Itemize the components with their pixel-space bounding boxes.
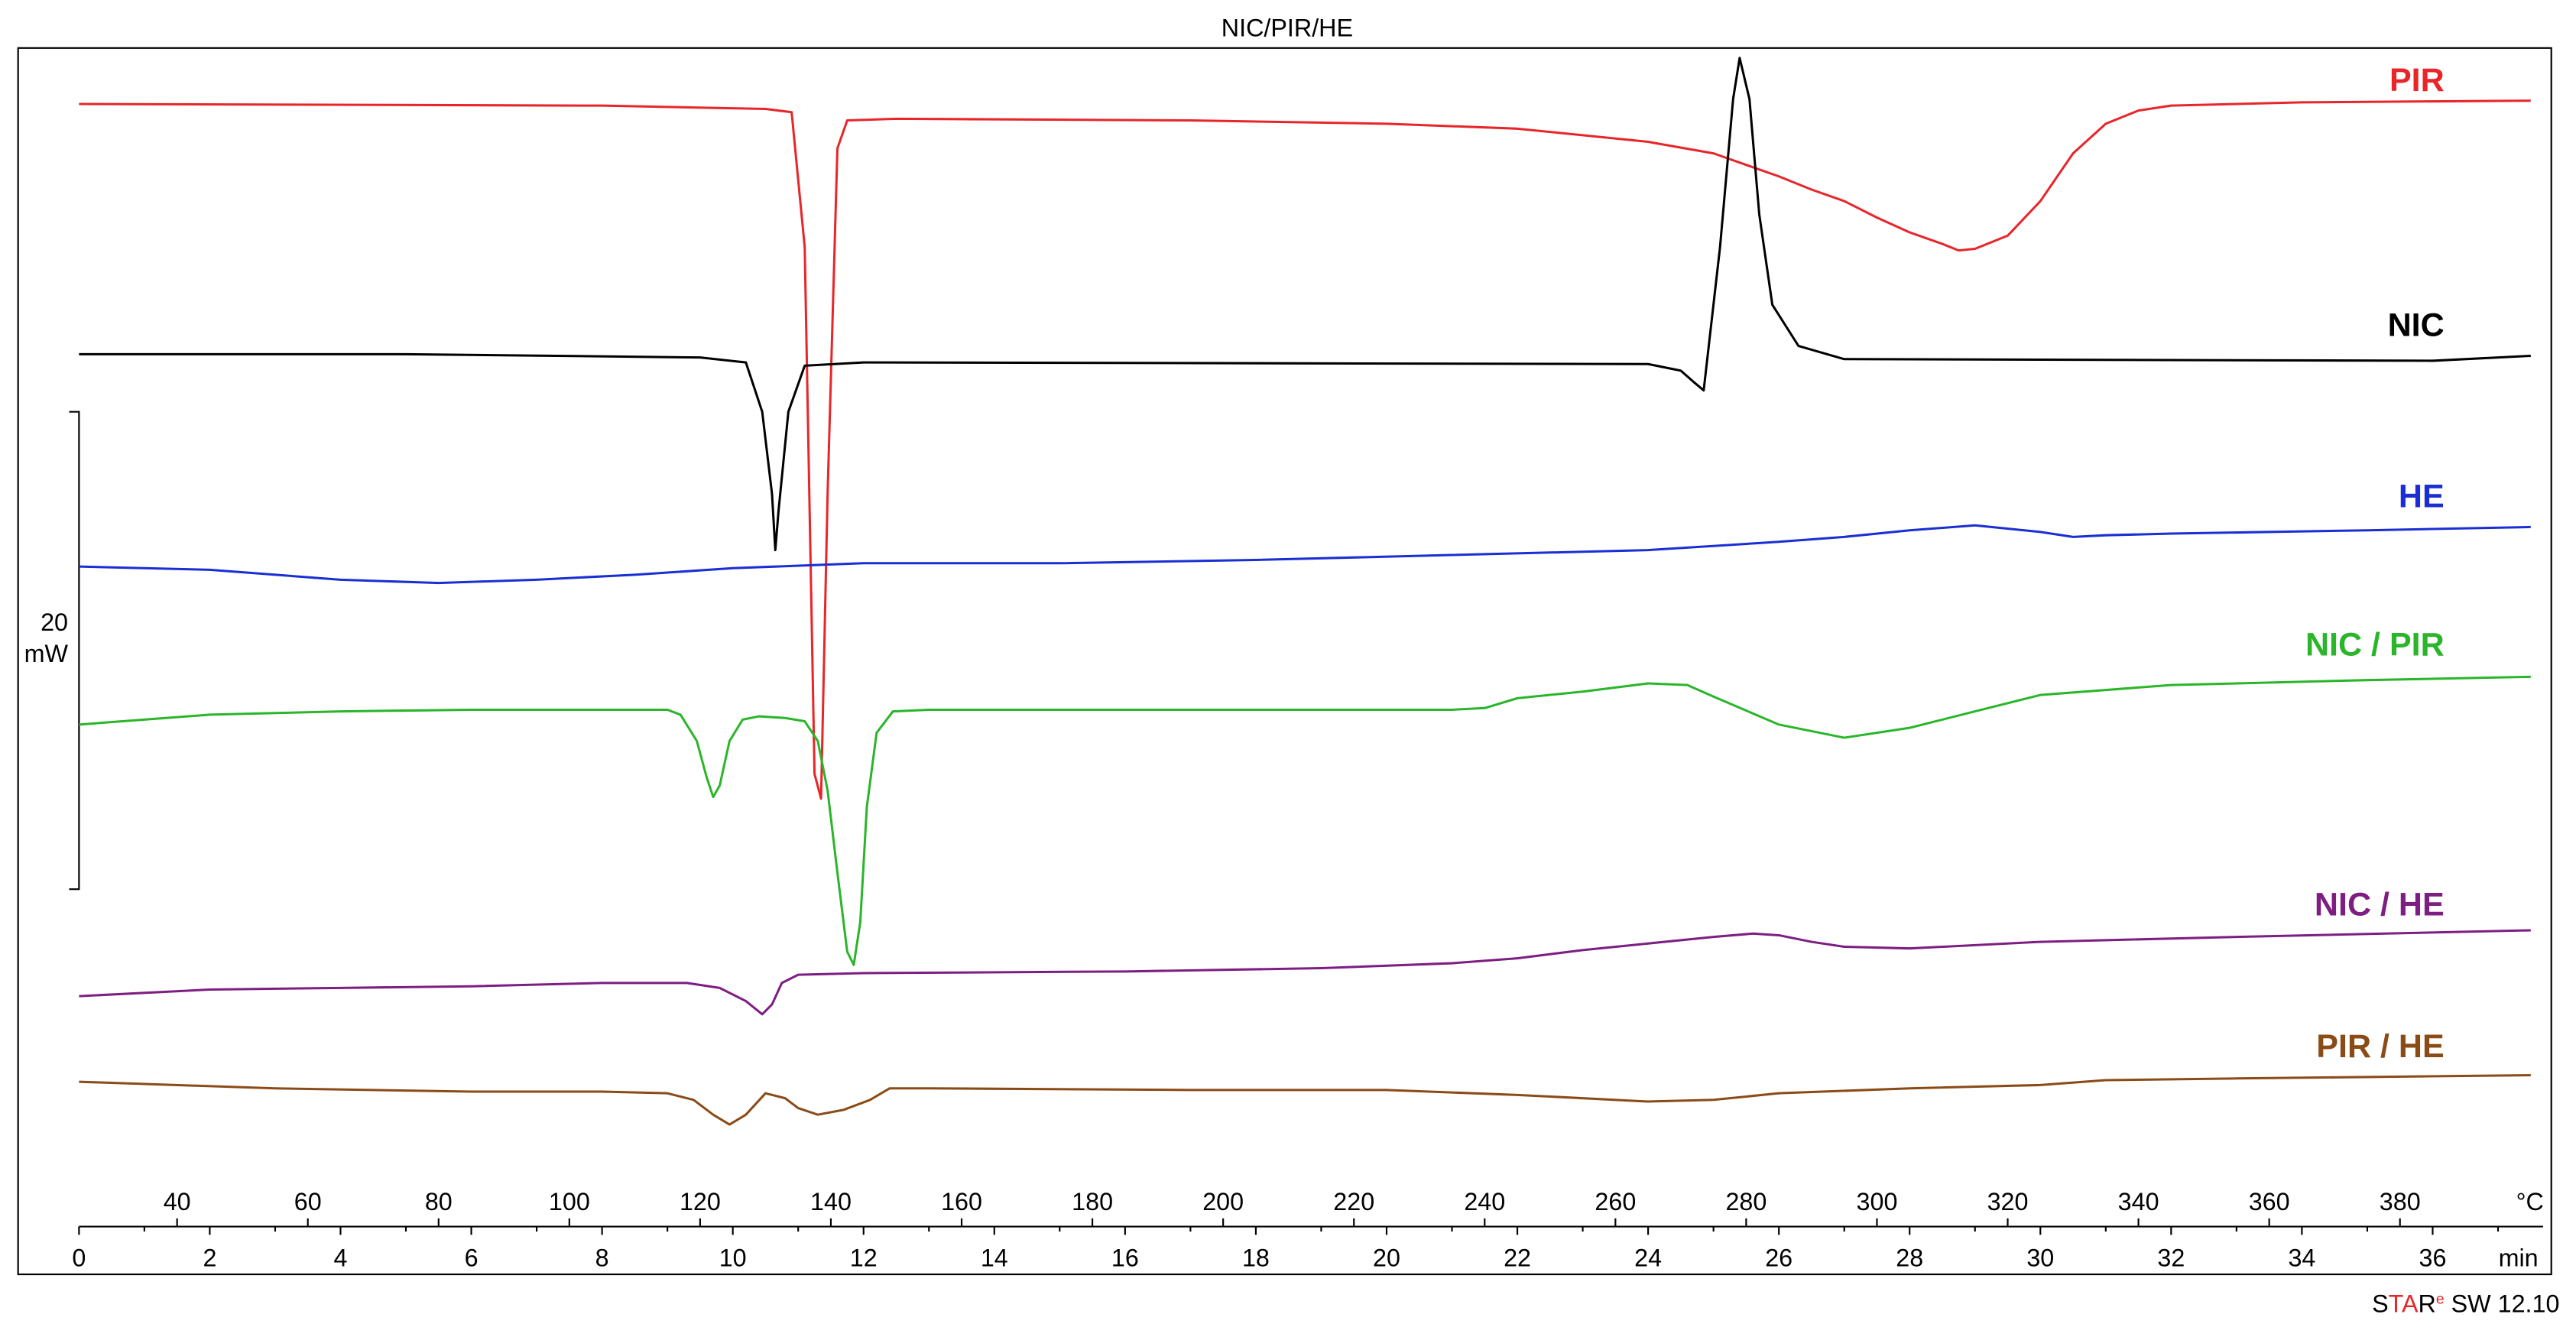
series-line-nic-pir (79, 675, 2531, 966)
temp-tick-label: 160 (941, 1188, 982, 1215)
temp-tick-label: 320 (1987, 1188, 2029, 1215)
time-tick-label: 20 (1373, 1244, 1400, 1271)
series-line-pir-he (79, 1073, 2531, 1126)
time-unit-label: min (2499, 1244, 2539, 1271)
temp-unit-label: °C (2516, 1188, 2544, 1215)
series-label-nic: NIC (2388, 307, 2445, 344)
time-tick-label: 14 (981, 1244, 1008, 1271)
temp-tick-label: 300 (1857, 1188, 1898, 1215)
series-label-he: HE (2399, 479, 2445, 515)
temp-tick-label: 120 (680, 1188, 721, 1215)
scale-bar-value: 20 (41, 608, 68, 636)
temp-tick-label: 100 (549, 1188, 590, 1215)
temp-tick-label: 240 (1464, 1188, 1505, 1215)
time-tick-label: 6 (465, 1244, 479, 1271)
time-tick-label: 32 (2157, 1244, 2185, 1271)
software-brand: STARe SW 12.10 (2372, 1290, 2559, 1318)
temp-tick-label: 200 (1202, 1188, 1244, 1215)
time-tick-label: 0 (72, 1244, 86, 1271)
time-tick-label: 16 (1111, 1244, 1139, 1271)
time-tick-label: 8 (595, 1244, 609, 1271)
temp-tick-label: 140 (810, 1188, 852, 1215)
temp-tick-label: 60 (294, 1188, 322, 1215)
temp-tick-label: 220 (1333, 1188, 1374, 1215)
series-label-nic-pir: NIC / PIR (2305, 626, 2445, 663)
series-line-he (79, 524, 2531, 585)
time-tick-label: 12 (850, 1244, 878, 1271)
scale-bar-unit: mW (24, 640, 69, 667)
time-tick-label: 18 (1242, 1244, 1270, 1271)
series-line-nic-he (79, 929, 2531, 1016)
time-tick-label: 34 (2288, 1244, 2315, 1271)
time-tick-label: 26 (1765, 1244, 1792, 1271)
temp-tick-label: 260 (1595, 1188, 1636, 1215)
chart-title: NIC/PIR/HE (1221, 15, 1353, 42)
temp-tick-label: 340 (2118, 1188, 2159, 1215)
time-tick-label: 24 (1634, 1244, 1662, 1271)
series-line-nic (79, 57, 2531, 552)
time-tick-label: 30 (2026, 1244, 2054, 1271)
time-tick-label: 36 (2419, 1244, 2447, 1271)
series-layer: PIR NIC HE NIC / PIR NIC / HE PIR / HE (79, 57, 2531, 1126)
temp-tick-label: 40 (164, 1188, 191, 1215)
time-tick-label: 28 (1896, 1244, 1923, 1271)
temp-tick-label: 80 (425, 1188, 453, 1215)
time-tick-label: 10 (719, 1244, 747, 1271)
series-label-pir-he: PIR / HE (2316, 1028, 2444, 1065)
plot-frame (17, 47, 2552, 1276)
scale-bar (69, 411, 80, 891)
time-tick-label: 2 (203, 1244, 216, 1271)
series-label-nic-he: NIC / HE (2315, 887, 2445, 923)
series-line-pir (79, 99, 2531, 800)
temp-tick-label: 180 (1072, 1188, 1113, 1215)
series-label-pir: PIR (2389, 62, 2445, 99)
temp-tick-label: 280 (1725, 1188, 1767, 1215)
time-tick-label: 4 (334, 1244, 348, 1271)
temp-tick-label: 360 (2249, 1188, 2290, 1215)
temp-tick-label: 380 (2380, 1188, 2421, 1215)
time-tick-label: 22 (1504, 1244, 1531, 1271)
